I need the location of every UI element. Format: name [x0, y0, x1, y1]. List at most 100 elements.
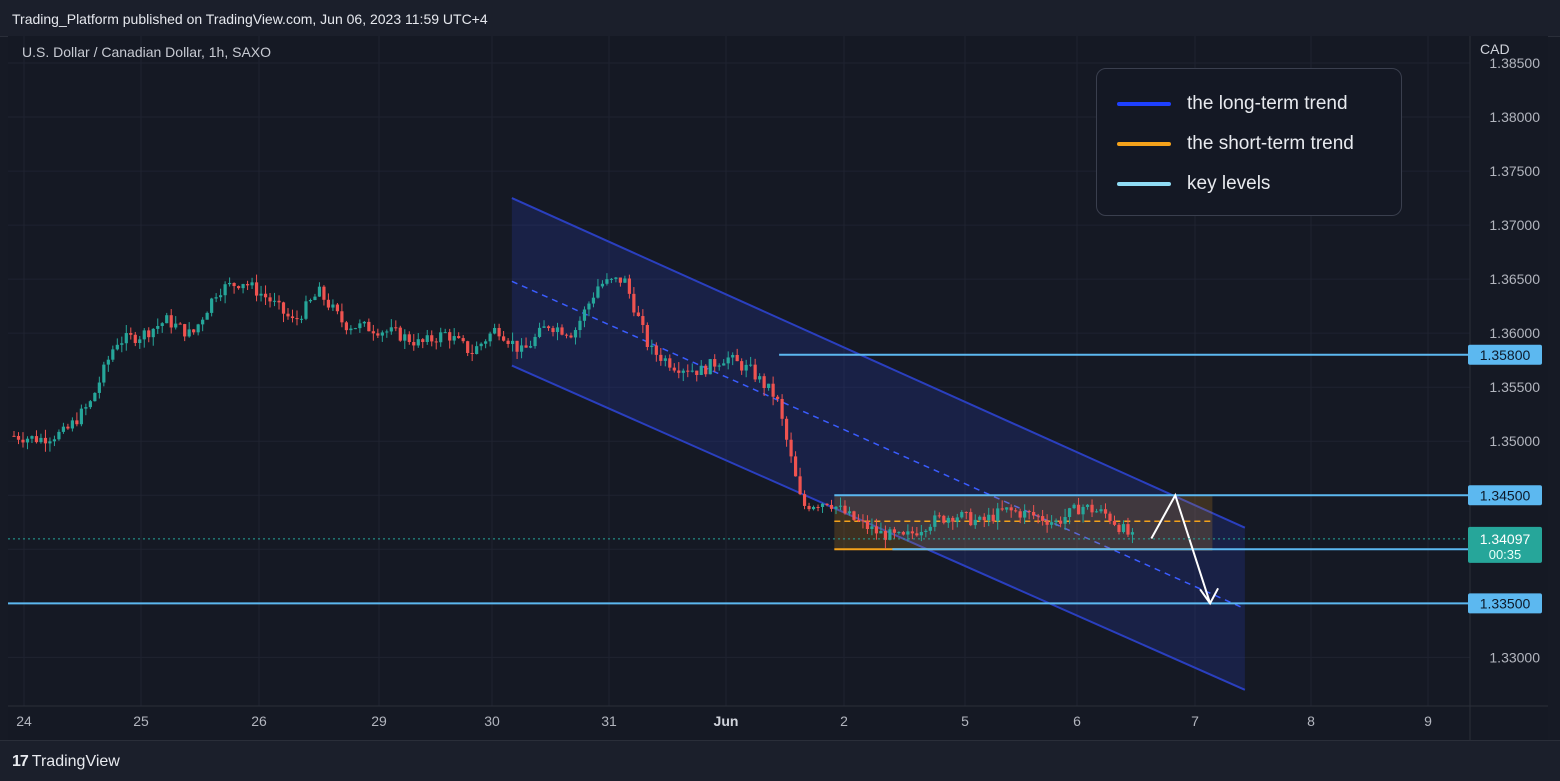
top-bar: Trading_Platform published on TradingVie…: [0, 0, 1560, 37]
symbol-title: U.S. Dollar / Canadian Dollar, 1h, SAXO: [22, 44, 272, 60]
candle-61: [286, 308, 290, 320]
candle-body: [731, 354, 735, 358]
candle-body: [744, 364, 748, 371]
candle-90: [416, 333, 420, 348]
candle-38: [183, 323, 187, 342]
candle-body: [668, 358, 672, 368]
candle-115: [528, 340, 533, 349]
candle-116: [533, 333, 537, 349]
candle-179: [816, 504, 820, 512]
candle-107: [493, 323, 497, 335]
candle-body: [331, 304, 335, 308]
candle-233: [1058, 516, 1063, 528]
projection-arrow: [1150, 492, 1219, 606]
candle-249: [1130, 528, 1135, 544]
candle-body: [784, 418, 789, 440]
candle-118: [542, 320, 546, 328]
candle-body: [502, 336, 506, 341]
candle-body: [910, 531, 914, 534]
candle-body: [479, 343, 483, 347]
candle-13: [70, 417, 74, 432]
candle-body: [820, 503, 825, 507]
candle-168: [767, 383, 771, 391]
candle-103: [475, 341, 479, 355]
candle-80: [371, 324, 375, 341]
candle-body: [897, 532, 901, 534]
candle-230: [1045, 514, 1049, 533]
candle-149: [681, 368, 685, 382]
candle-body: [268, 297, 272, 302]
candle-18: [93, 392, 97, 402]
candle-body: [304, 301, 308, 319]
candle-body: [632, 293, 636, 313]
candle-1: [16, 432, 21, 445]
candle-31: [151, 328, 155, 346]
candle-body: [1018, 511, 1022, 518]
candle-body: [533, 336, 537, 347]
candle-body: [811, 506, 816, 510]
candle-119: [546, 325, 551, 331]
candle-body: [39, 437, 43, 443]
candle-34: [165, 312, 169, 324]
candle-body: [430, 335, 434, 342]
candle-body: [245, 284, 250, 286]
candle-4: [30, 435, 34, 444]
candle-45: [214, 293, 218, 303]
range-box: [834, 495, 1213, 550]
candle-body: [582, 309, 587, 321]
candle-191: [870, 518, 874, 536]
candle-143: [654, 342, 658, 362]
x-tick-label-10: 7: [1191, 713, 1199, 729]
candle-30: [147, 327, 151, 343]
candle-body: [367, 321, 371, 332]
candle-8: [48, 437, 52, 452]
candle-163: [744, 359, 748, 378]
candle-144: [659, 347, 663, 366]
candle-body: [564, 334, 569, 336]
candle-body: [1126, 524, 1130, 535]
candle-body: [663, 358, 667, 361]
candle-224: [1018, 508, 1022, 524]
x-tick-label-9: 6: [1073, 713, 1081, 729]
candle-126: [578, 316, 582, 338]
candle-body: [650, 345, 654, 347]
candle-body: [254, 282, 259, 296]
candle-body: [183, 324, 187, 337]
price-chart[interactable]: 1.38500 1.38000 1.37500 1.37000 1.36500 1.360…: [8, 36, 1548, 740]
candle-92: [425, 329, 429, 345]
candle-204: [928, 524, 932, 535]
candle-108: [497, 323, 501, 341]
candle-body: [780, 398, 784, 419]
candle-body: [1103, 509, 1108, 514]
candle-body: [205, 312, 209, 320]
candle-156: [713, 354, 717, 372]
candle-body: [996, 508, 1000, 522]
candle-181: [825, 503, 829, 507]
candle-41: [196, 323, 200, 336]
candle-body: [771, 383, 775, 397]
candle-227: [1032, 505, 1036, 520]
y-tick-label-4: 1.36500: [1489, 271, 1540, 287]
tradingview-logo[interactable]: 17 TradingView: [12, 753, 120, 771]
candle-body: [1032, 511, 1036, 516]
tradingview-logo-text: TradingView: [31, 753, 120, 770]
candle-198: [901, 530, 905, 536]
candle-body: [398, 327, 402, 341]
candle-199: [906, 524, 910, 542]
candle-body: [1014, 510, 1018, 512]
candle-164: [749, 356, 753, 367]
candle-body: [686, 370, 690, 372]
candle-body: [380, 332, 384, 336]
candle-body: [394, 327, 398, 329]
candle-body: [299, 318, 304, 320]
candle-body: [223, 284, 227, 296]
candle-body: [102, 364, 106, 383]
candle-body: [448, 332, 452, 341]
publish-info: Trading_Platform published on TradingVie…: [12, 11, 488, 27]
candle-161: [735, 348, 739, 362]
candle-9: [52, 435, 57, 447]
candle-24: [120, 336, 124, 353]
candle-body: [1085, 504, 1090, 507]
candle-148: [677, 362, 681, 379]
x-tick-label-6: Jun: [714, 713, 739, 729]
